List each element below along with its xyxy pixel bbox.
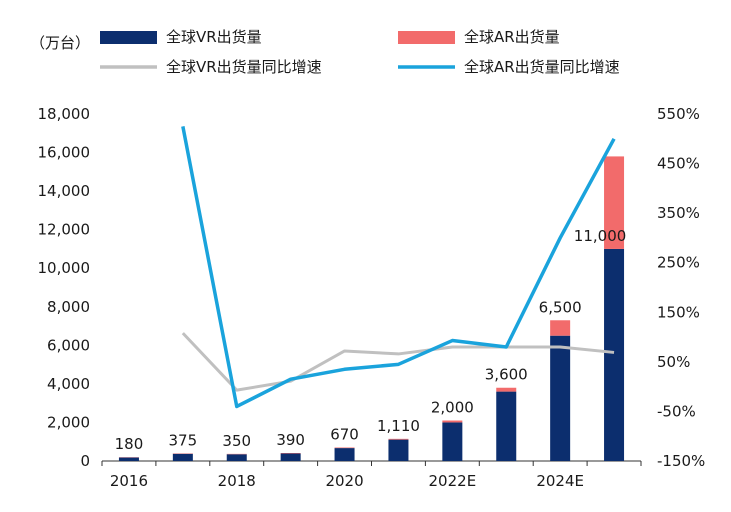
vr-bar	[496, 391, 517, 461]
ar-bar	[388, 438, 409, 440]
vr-bar	[280, 453, 301, 461]
y-left-tick-label: 8,000	[47, 298, 90, 316]
y-left-tick-label: 12,000	[38, 221, 91, 239]
data-label: 375	[169, 431, 198, 449]
vr-bar	[226, 454, 247, 461]
ar-bar	[442, 420, 463, 423]
data-labels: 180 375 350 390 670 1,110 2,000 3,600 6,500 11,00…	[115, 227, 627, 453]
data-label: 390	[276, 431, 305, 449]
ar-bar	[334, 447, 355, 449]
x-tick-label: 2018	[218, 472, 256, 490]
y-right-tick-label: 450%	[657, 155, 700, 173]
data-label: 3,600	[485, 366, 528, 384]
legend-label: 全球AR出货量同比增速	[464, 58, 620, 76]
data-label: 11,000	[574, 227, 627, 245]
y-right-tick-label: 50%	[657, 353, 690, 371]
line-series	[181, 126, 616, 409]
y-right-tick-label: 550%	[657, 105, 700, 123]
data-label: 350	[222, 432, 251, 450]
vr-bar	[334, 448, 355, 461]
y-left-tick-label: 6,000	[47, 336, 90, 354]
data-label: 670	[330, 426, 359, 444]
vr-bar	[442, 422, 463, 461]
y-right-tick-label: 350%	[657, 204, 700, 222]
y-right-tick-label: -50%	[657, 402, 696, 420]
vr-bar	[388, 439, 409, 461]
y-right-tick-label: -150%	[657, 452, 705, 470]
y-left-tick-label: 14,000	[38, 182, 91, 200]
ar-bar	[604, 156, 625, 249]
y-left-tick-label: 2,000	[47, 413, 90, 431]
data-label: 180	[115, 435, 144, 453]
ar-bar	[496, 387, 517, 392]
y-left-tick-label: 4,000	[47, 375, 90, 393]
y-left-tick-label: 16,000	[38, 144, 91, 162]
vr-growth-line	[181, 332, 615, 392]
y-right-tick-label: 150%	[657, 303, 700, 321]
vr-bar	[118, 457, 139, 461]
ar-growth-line	[181, 126, 616, 409]
vr-bar	[550, 335, 571, 461]
x-tick-label: 2022E	[429, 472, 477, 490]
data-label: 2,000	[431, 399, 474, 417]
bar-series	[118, 156, 625, 461]
legend-swatch	[398, 31, 455, 44]
unit-label: （万台）	[30, 34, 90, 52]
vr-bar	[172, 453, 193, 461]
y-left-tick-label: 0	[80, 452, 90, 470]
vr-bar	[604, 248, 625, 461]
x-tick-label: 2024E	[536, 472, 584, 490]
legend-label: 全球VR出货量	[166, 28, 262, 46]
y-left-tick-label: 10,000	[38, 259, 91, 277]
data-label: 1,110	[377, 417, 420, 435]
legend-swatch	[100, 31, 157, 44]
ar-bar	[550, 320, 571, 336]
y-left-tick-label: 18,000	[38, 105, 91, 123]
x-tick-label: 2020	[325, 472, 363, 490]
legend-label: 全球AR出货量	[464, 28, 560, 46]
y-right-tick-label: 250%	[657, 254, 700, 272]
legend-label: 全球VR出货量同比增速	[166, 58, 322, 76]
x-tick-label: 2016	[110, 472, 148, 490]
axes: 2016 2018 2020 2022E 2024E 0 2,000 4,000 6,000 8,…	[38, 105, 706, 490]
data-label: 6,500	[539, 298, 582, 316]
